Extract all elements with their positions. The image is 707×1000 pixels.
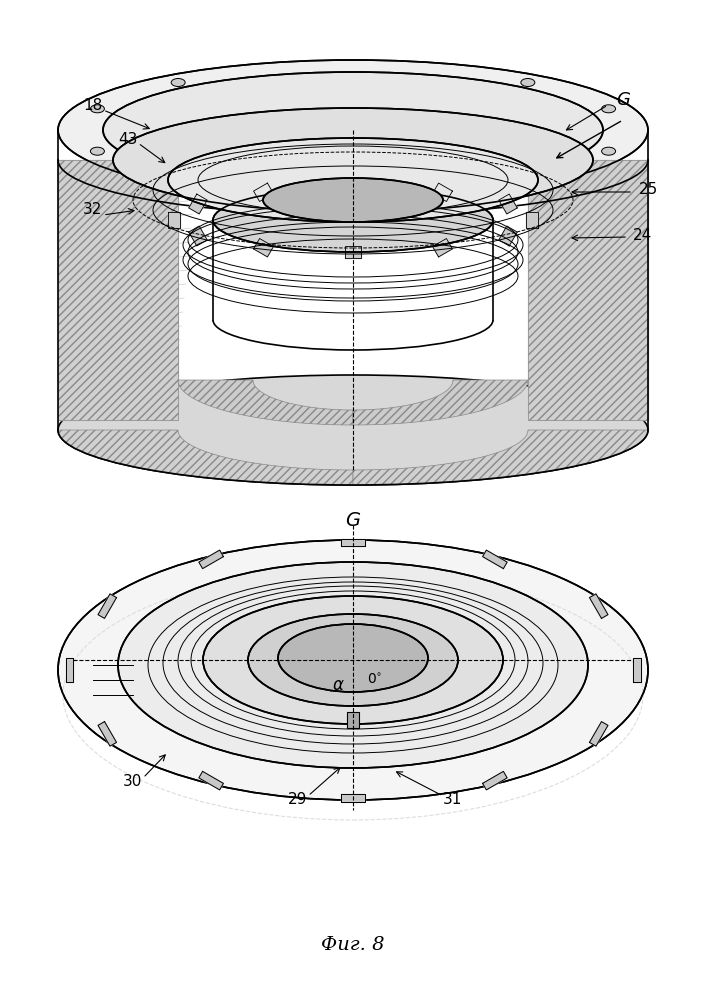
Polygon shape — [590, 594, 608, 618]
Text: G: G — [616, 91, 630, 109]
Ellipse shape — [118, 562, 588, 768]
Ellipse shape — [171, 173, 185, 181]
Ellipse shape — [248, 614, 458, 706]
Ellipse shape — [58, 540, 648, 800]
Polygon shape — [178, 380, 353, 425]
Text: 32: 32 — [83, 202, 103, 218]
Bar — [347, 712, 359, 728]
Polygon shape — [199, 771, 223, 790]
Text: 43: 43 — [118, 132, 138, 147]
Ellipse shape — [168, 138, 538, 222]
Polygon shape — [189, 226, 207, 246]
Polygon shape — [98, 722, 117, 746]
Polygon shape — [353, 380, 528, 425]
Ellipse shape — [90, 147, 105, 155]
Text: 31: 31 — [443, 792, 462, 808]
Polygon shape — [58, 160, 178, 420]
Text: $0^{\circ}$: $0^{\circ}$ — [367, 673, 382, 687]
Polygon shape — [483, 771, 507, 790]
Ellipse shape — [263, 178, 443, 222]
Ellipse shape — [602, 105, 616, 113]
Ellipse shape — [602, 147, 616, 155]
Ellipse shape — [113, 108, 593, 212]
Polygon shape — [58, 160, 178, 420]
Text: 25: 25 — [638, 182, 658, 198]
Ellipse shape — [90, 105, 105, 113]
Polygon shape — [483, 550, 507, 569]
Ellipse shape — [58, 60, 648, 200]
Polygon shape — [341, 794, 365, 802]
Polygon shape — [199, 550, 223, 569]
Ellipse shape — [203, 596, 503, 724]
Polygon shape — [528, 160, 648, 420]
Polygon shape — [345, 182, 361, 194]
Text: G: G — [346, 510, 361, 530]
Polygon shape — [66, 658, 73, 682]
Ellipse shape — [521, 173, 534, 181]
Ellipse shape — [103, 72, 603, 188]
Text: Фиг. 8: Фиг. 8 — [321, 936, 385, 954]
Polygon shape — [528, 160, 648, 420]
Polygon shape — [353, 430, 648, 485]
Polygon shape — [254, 183, 274, 201]
Polygon shape — [189, 194, 207, 214]
Ellipse shape — [521, 79, 534, 87]
Polygon shape — [499, 194, 518, 214]
Polygon shape — [98, 594, 117, 618]
Polygon shape — [58, 430, 353, 485]
Polygon shape — [499, 226, 518, 246]
Text: 30: 30 — [123, 774, 143, 790]
Polygon shape — [433, 183, 452, 201]
Polygon shape — [345, 246, 361, 258]
Text: 24: 24 — [633, 228, 653, 242]
Polygon shape — [254, 239, 274, 257]
Polygon shape — [341, 538, 365, 546]
Ellipse shape — [278, 624, 428, 692]
Polygon shape — [633, 658, 641, 682]
Ellipse shape — [58, 375, 648, 485]
Polygon shape — [433, 239, 452, 257]
Text: 29: 29 — [288, 792, 308, 808]
Polygon shape — [526, 212, 538, 228]
Polygon shape — [590, 722, 608, 746]
Ellipse shape — [171, 79, 185, 87]
Text: 18: 18 — [83, 98, 103, 112]
Text: $\alpha$: $\alpha$ — [332, 676, 344, 694]
Polygon shape — [168, 212, 180, 228]
Ellipse shape — [213, 188, 493, 252]
